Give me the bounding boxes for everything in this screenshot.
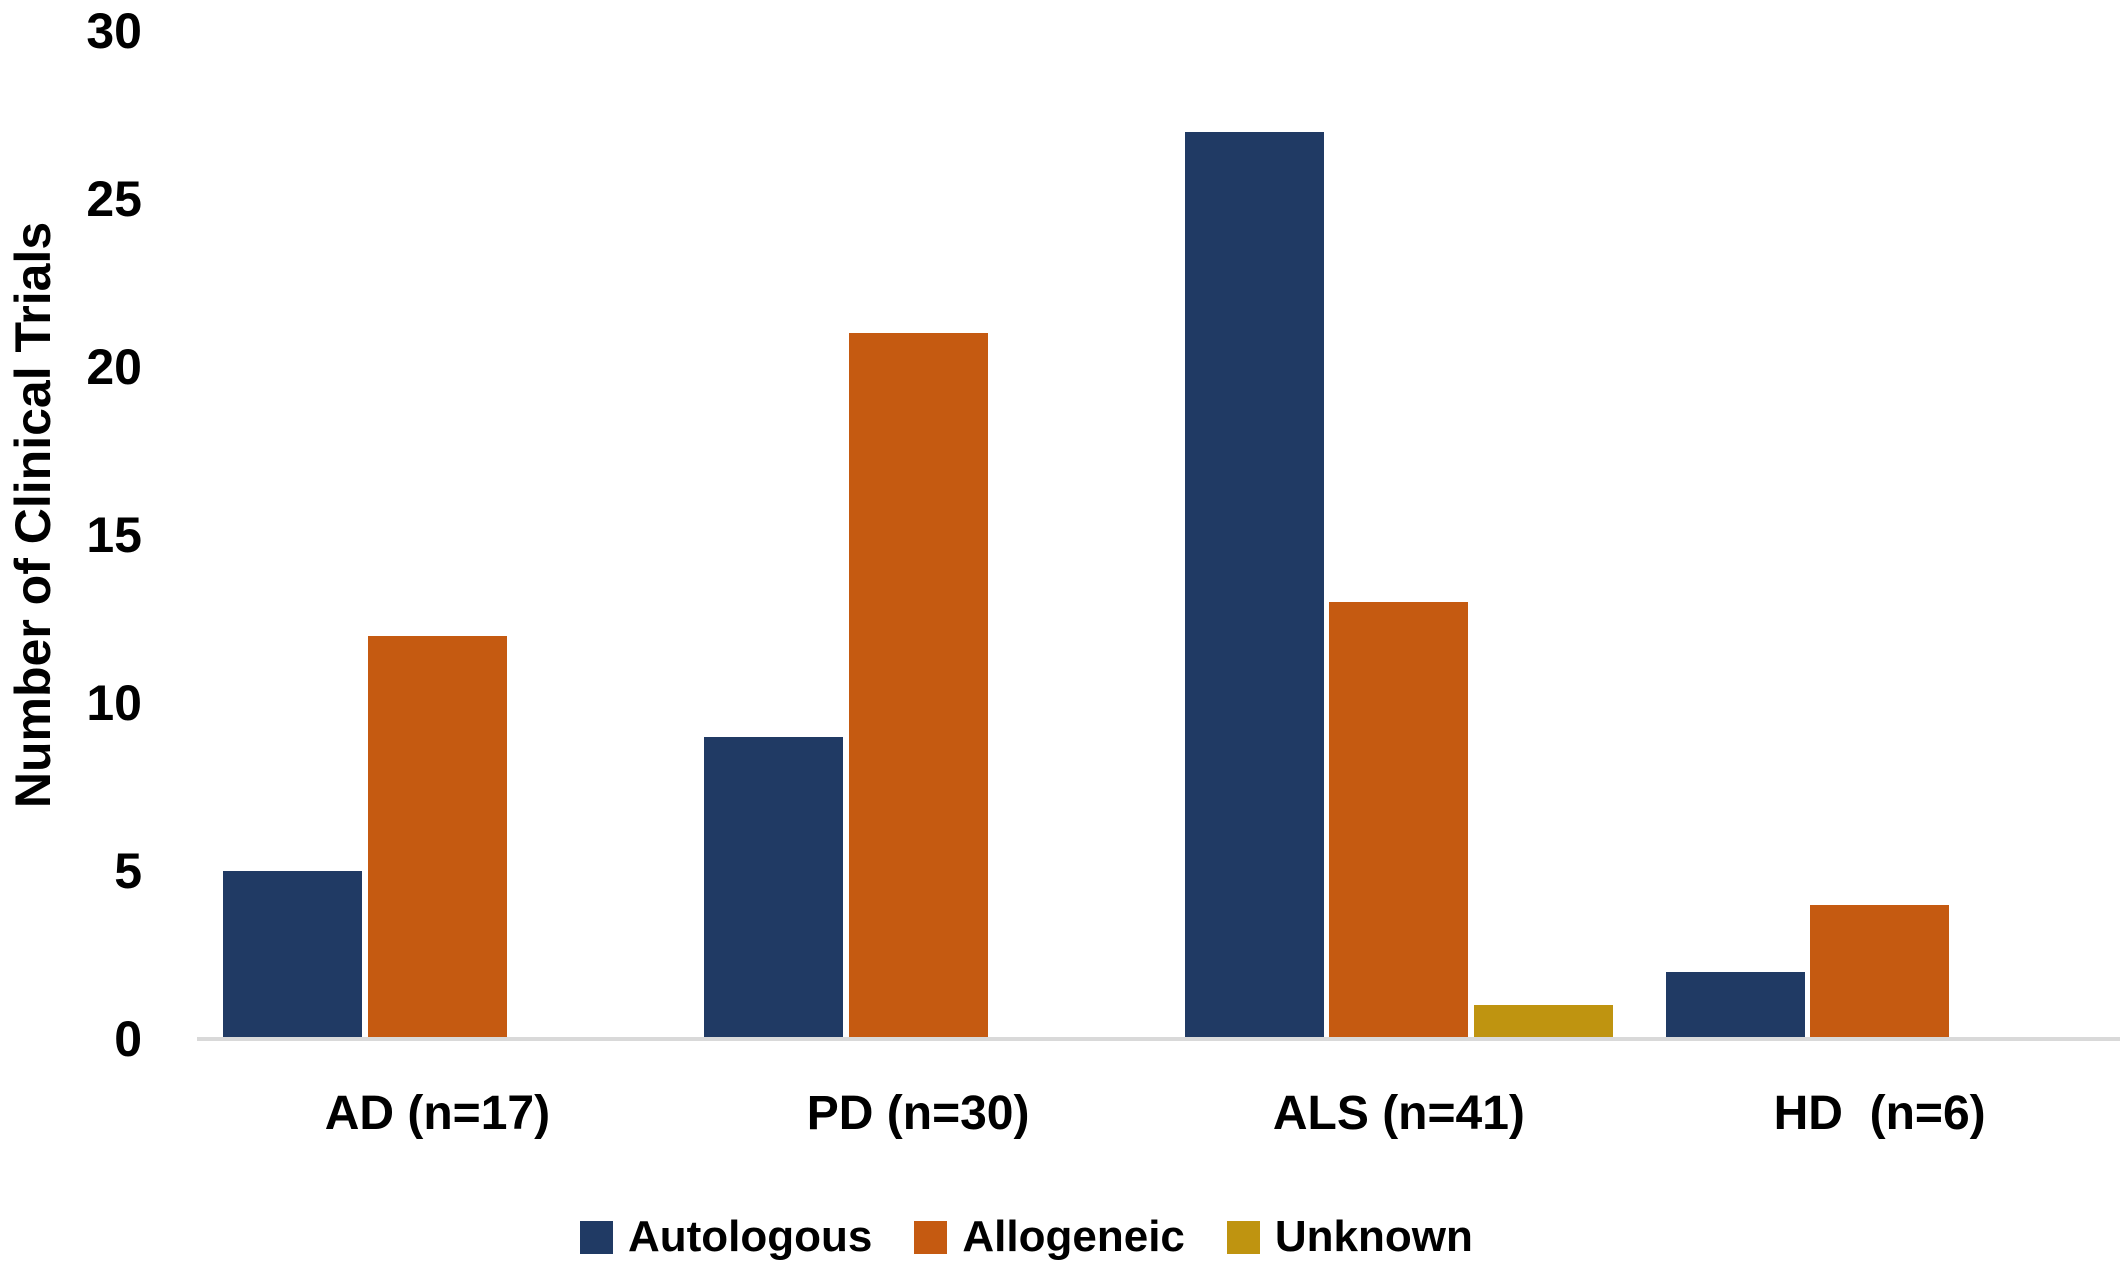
bar-autologous-0 bbox=[223, 871, 363, 1039]
x-category-label-1: PD (n=30) bbox=[806, 1087, 1030, 1140]
y-tick-label-20: 20 bbox=[86, 339, 142, 395]
legend-label-allogeneic: Allogeneic bbox=[962, 1212, 1185, 1261]
y-tick-label-25: 25 bbox=[86, 171, 142, 227]
legend: Autologous Allogeneic Unknown bbox=[580, 1212, 1473, 1262]
legend-item-autologous: Autologous bbox=[580, 1212, 872, 1262]
y-tick-label-0: 0 bbox=[114, 1011, 142, 1067]
legend-item-unknown: Unknown bbox=[1226, 1212, 1473, 1262]
bar-autologous-2 bbox=[1184, 131, 1324, 1039]
bar-allogeneic-0 bbox=[367, 635, 507, 1039]
y-tick-label-10: 10 bbox=[86, 675, 142, 731]
y-tick-label-15: 15 bbox=[86, 507, 142, 563]
legend-label-autologous: Autologous bbox=[628, 1212, 873, 1261]
y-tick-label-30: 30 bbox=[86, 3, 142, 59]
bar-unknown-2 bbox=[1473, 1005, 1613, 1039]
x-category-label-2: ALS (n=41) bbox=[1272, 1087, 1525, 1140]
legend-swatch-allogeneic bbox=[914, 1220, 948, 1254]
x-axis-line bbox=[197, 1037, 2120, 1041]
x-category-label-0: AD (n=17) bbox=[324, 1087, 551, 1140]
bar-autologous-3 bbox=[1665, 971, 1805, 1039]
legend-label-unknown: Unknown bbox=[1274, 1212, 1473, 1261]
x-category-label-3: HD (n=6) bbox=[1773, 1087, 1986, 1140]
legend-swatch-unknown bbox=[1226, 1220, 1260, 1254]
bar-allogeneic-3 bbox=[1810, 904, 1950, 1039]
bar-autologous-1 bbox=[704, 736, 844, 1039]
bar-allogeneic-1 bbox=[848, 333, 988, 1039]
legend-swatch-autologous bbox=[580, 1220, 613, 1254]
legend-item-allogeneic: Allogeneic bbox=[914, 1212, 1185, 1262]
bar-allogeneic-2 bbox=[1329, 602, 1469, 1039]
y-tick-label-5: 5 bbox=[114, 843, 142, 899]
